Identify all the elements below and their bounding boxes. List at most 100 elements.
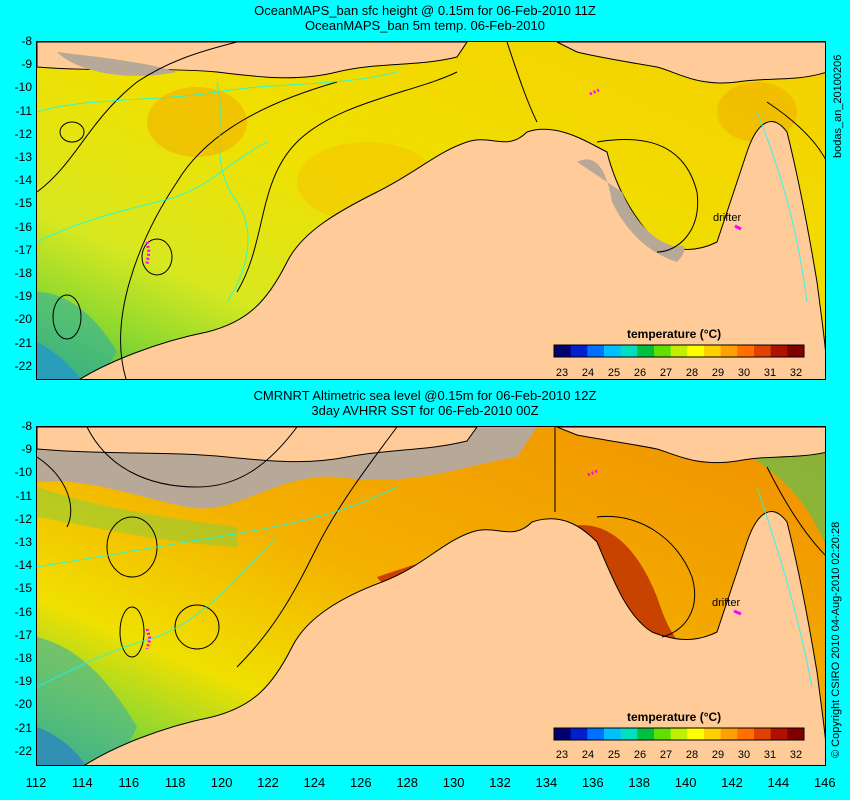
- colorbar-swatch: [687, 345, 705, 357]
- colorbar-frame: [553, 344, 805, 358]
- colorbar-swatch: [570, 728, 588, 740]
- y-axis-top-tick-label: -14: [14, 173, 32, 188]
- bathymetry-contour: [37, 141, 268, 243]
- colorbar-tick-label: 31: [764, 749, 776, 761]
- map-panel-top: drifter temperature (°C) 23 24 25 26 27 28 29 3…: [36, 41, 826, 380]
- australia-land: [79, 121, 825, 379]
- x-axis-tick-label: 114: [72, 775, 93, 790]
- ssh-contour: [596, 515, 696, 638]
- indonesia-land: [37, 427, 478, 463]
- y-axis-top-tick-label: -20: [14, 312, 32, 327]
- y-axis-bottom-tick-label: -8: [21, 419, 32, 433]
- y-axis-top-tick-label: -22: [14, 358, 32, 373]
- colorbar-swatch: [670, 728, 688, 740]
- y-axis-bottom-tick-label: -21: [14, 720, 32, 735]
- y-axis-bottom-tick-label: -19: [14, 674, 32, 689]
- x-axis-tick-label: 146: [813, 775, 836, 790]
- y-axis-top-tick-label: -10: [14, 80, 32, 95]
- x-axis-tick-label: 130: [442, 775, 465, 790]
- colorbar-swatch: [587, 728, 605, 740]
- colorbar-tick-label: 31: [764, 367, 776, 379]
- y-axis-bottom-tick-label: -20: [14, 697, 32, 712]
- x-axis-tick-label: 124: [303, 775, 326, 790]
- cool-water-band: [37, 292, 117, 379]
- x-axis-tick-label: 140: [674, 775, 697, 790]
- panel1-title-line1: OceanMAPS_ban sfc height @ 0.15m for 06-…: [254, 3, 596, 18]
- colorbar-tick-label: 29: [712, 749, 724, 761]
- ssh-contour: [766, 101, 825, 160]
- panel2-side-label: © Copyright CSIRO 2010 04-Aug-2010 02:20…: [830, 521, 842, 758]
- colorbar-bottom: temperature (°C) 23 24 25 26 27 28 29 30 31 32: [553, 710, 805, 761]
- x-axis-tick-label: 136: [581, 775, 604, 790]
- colorbar-tick-label: 30: [738, 749, 750, 761]
- map-bottom-svg: drifter temperature (°C) 23 24 25 26 27 28 29 3…: [37, 427, 825, 765]
- colorbar-top: temperature (°C) 23 24 25 26 27 28 29 30 31 32: [553, 327, 805, 379]
- panel1-side-label: bodas_an_20100206: [832, 54, 844, 158]
- ssh-contour: [236, 427, 398, 668]
- y-axis-top-tick-label: -8: [21, 34, 32, 48]
- colorbar-swatch: [737, 728, 755, 740]
- colorbar-swatch: [570, 345, 588, 357]
- drifter-track: [587, 469, 598, 477]
- ssh-contour: [37, 42, 238, 193]
- colorbar-tick-label: 24: [582, 367, 594, 379]
- y-axis-top-tick-label: -19: [14, 289, 32, 304]
- colorbar-swatch: [770, 728, 788, 740]
- panel2-title-line1: CMRNRT Altimetric sea level @0.15m for 0…: [253, 388, 597, 403]
- colorbar-tick-label: 27: [660, 367, 672, 379]
- colorbar-tick-label: 29: [712, 367, 724, 379]
- colorbar-swatch: [754, 345, 772, 357]
- cool-water-band: [37, 637, 137, 765]
- colorbar-frame: [553, 727, 805, 741]
- colorbar-swatch: [670, 345, 688, 357]
- warm-patch: [147, 87, 247, 157]
- bathymetry-contour: [37, 486, 398, 568]
- ssh-contour: [120, 81, 338, 379]
- x-axis-tick-label: 132: [489, 775, 511, 790]
- colorbar-tick-label: 28: [686, 367, 698, 379]
- y-axis-bottom-tick-label: -13: [14, 535, 32, 549]
- panel2-title-line2: 3day AVHRR SST for 06-Feb-2010 00Z: [311, 403, 539, 418]
- colorbar-swatch: [720, 345, 738, 357]
- y-axis-bottom-tick-label: -18: [14, 651, 32, 665]
- colorbar-tick-label: 30: [738, 367, 750, 379]
- colorbar-swatch: [687, 728, 705, 740]
- colorbar-swatch: [770, 345, 788, 357]
- y-axis-top-tick-label: -21: [14, 335, 32, 350]
- colorbar-swatch: [704, 728, 722, 740]
- ssh-contour: [86, 427, 298, 488]
- colorbar-swatch: [720, 728, 738, 740]
- colorbar-swatch: [604, 345, 622, 357]
- map-top-svg: drifter temperature (°C) 23 24 25 26 27 28 29 3…: [37, 42, 825, 379]
- colorbar-swatch: [554, 345, 572, 357]
- colorbar-tick-label: 27: [660, 749, 672, 761]
- colorbar-tick-label: 26: [634, 367, 646, 379]
- colorbar-tick-label: 23: [556, 749, 568, 761]
- y-axis-top-tick-label: -13: [14, 150, 32, 164]
- colorbar-tick-label: 25: [608, 367, 620, 379]
- colorbar-swatch: [787, 345, 805, 357]
- colorbar-title: temperature (°C): [627, 327, 721, 341]
- x-axis-tick-label: 116: [118, 775, 140, 790]
- ssh-contour: [236, 71, 458, 293]
- x-axis-tick-label: 142: [721, 775, 743, 790]
- colorbar-tick-label: 32: [790, 749, 802, 761]
- drifter-label: drifter: [712, 597, 740, 609]
- y-axis-bottom-tick-label: -22: [14, 743, 32, 758]
- colorbar-swatch: [654, 728, 672, 740]
- y-axis-bottom-tick-label: -12: [14, 511, 32, 526]
- ssh-contour: [37, 456, 72, 528]
- colorbar-tick-label: 32: [790, 367, 802, 379]
- colorbar-swatch: [554, 728, 572, 740]
- x-axis-tick-label: 144: [767, 775, 790, 790]
- missing-data-north: [57, 52, 177, 76]
- colorbar-swatch: [654, 345, 672, 357]
- x-axis-tick-label: 134: [535, 775, 558, 790]
- colorbar-tick-label: 25: [608, 749, 620, 761]
- ssh-eddy: [174, 604, 220, 650]
- y-axis-top-tick-label: -12: [14, 126, 32, 141]
- y-axis-bottom-tick-label: -9: [21, 442, 32, 457]
- bathymetry-contour: [756, 111, 808, 303]
- ssh-contour: [596, 138, 699, 253]
- y-axis-top-tick-label: -9: [21, 57, 32, 72]
